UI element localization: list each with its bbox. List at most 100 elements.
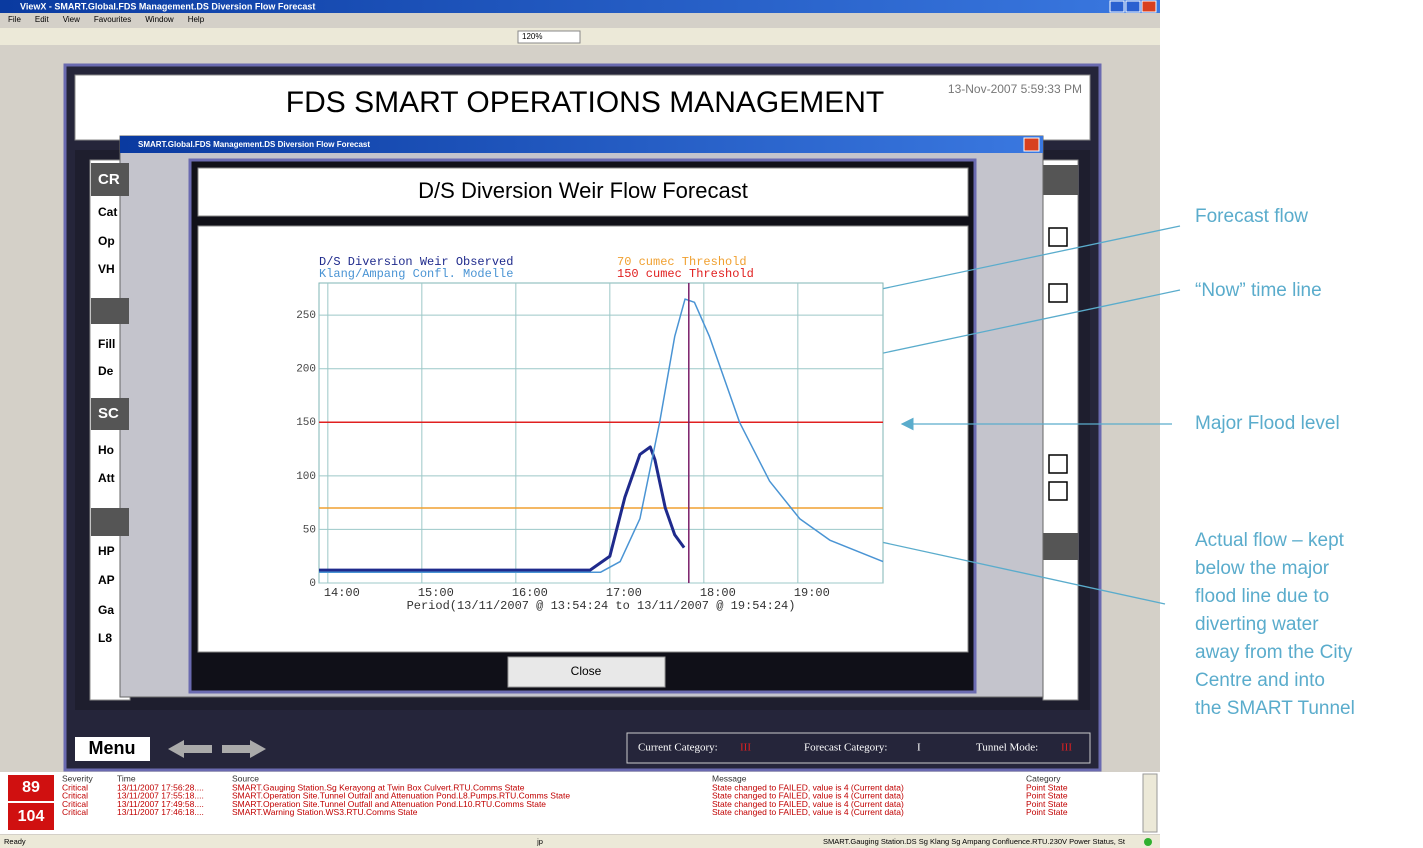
header-datetime: 13-Nov-2007 5:59:33 PM	[948, 82, 1082, 96]
header-box	[74, 74, 1091, 141]
close-button[interactable]	[507, 656, 666, 688]
alarm-header: Severity	[62, 773, 93, 783]
panel-label: Op	[98, 234, 115, 248]
link-icons	[1048, 227, 1068, 501]
alarm-count-box	[8, 775, 54, 801]
close-window-button[interactable]	[1141, 0, 1157, 13]
status-bar	[0, 835, 1160, 848]
scrollbar[interactable]	[1142, 773, 1158, 833]
menu-button[interactable]	[75, 737, 150, 761]
back-arrow[interactable]	[168, 740, 212, 758]
alarm-cell: SMART.Operation Site.Tunnel Outfall and …	[232, 791, 570, 801]
alarm-cell: 13/11/2007 17:46:18....	[117, 807, 204, 817]
status-text: SMART.Gauging Station.DS Sg Klang Sg Amp…	[823, 837, 1126, 846]
menu-item[interactable]: View	[63, 15, 80, 24]
menu-item[interactable]: File	[8, 15, 21, 24]
alarm-cell: State changed to FAILED, value is 4 (Cur…	[712, 799, 904, 809]
x-tick-label: 15:00	[418, 586, 454, 600]
alarm-cell: Point State	[1026, 807, 1068, 817]
zoom-value: 120%	[522, 32, 542, 41]
alarm-header: Message	[712, 773, 747, 783]
alarm-cell: State changed to FAILED, value is 4 (Cur…	[712, 807, 904, 817]
alarm-list	[0, 772, 1160, 834]
alarm-cell: State changed to FAILED, value is 4 (Cur…	[712, 782, 904, 792]
x-axis-label: Period(13/11/2007 @ 13:54:24 to 13/11/20…	[407, 599, 796, 613]
annotation-text: Major Flood level	[1195, 413, 1340, 434]
dialog-title-bar	[120, 136, 1043, 153]
y-tick-label: 250	[296, 310, 316, 322]
link-icon[interactable]	[1048, 454, 1068, 474]
panel-label: HP	[98, 544, 115, 558]
panel-label: De	[98, 364, 114, 378]
alarm-count-box	[8, 803, 54, 830]
alarm-cell: Critical	[62, 807, 88, 817]
dialog-close-x[interactable]	[1023, 137, 1040, 152]
link-icon[interactable]	[1048, 227, 1068, 247]
forecast-category: I	[917, 742, 921, 754]
annotation-text: Centre and into	[1195, 670, 1325, 691]
status-text: Ready	[4, 837, 26, 846]
series-line	[319, 298, 884, 574]
tunnel-mode-label: Tunnel Mode:	[976, 742, 1038, 754]
status-text: jp	[536, 837, 543, 846]
right-panel-header	[1043, 533, 1078, 560]
title-bar	[0, 0, 1160, 13]
menu-item[interactable]: Window	[145, 15, 174, 24]
alarm-cell: SMART.Operation Site.Tunnel Outfall and …	[232, 799, 546, 809]
forward-arrow[interactable]	[222, 740, 266, 758]
annotation-text: Actual flow – kept	[1195, 530, 1345, 551]
link-icon[interactable]	[1048, 283, 1068, 303]
close-label: Close	[571, 664, 602, 678]
plot-area	[318, 282, 884, 584]
alarm-cell: 13/11/2007 17:49:58....	[117, 799, 204, 809]
chart-title-box	[197, 167, 969, 217]
alarm-count: 104	[18, 808, 45, 825]
alarm-cell: Point State	[1026, 782, 1068, 792]
link-icon[interactable]	[1048, 481, 1068, 501]
y-tick-label: 200	[296, 364, 316, 376]
current-category: III	[740, 742, 751, 754]
right-panel	[1042, 159, 1079, 701]
alarm-header: Time	[117, 773, 136, 783]
legend-label: D/S Diversion Weir Observed	[319, 255, 513, 269]
alarm-cell: Point State	[1026, 791, 1068, 801]
annotation-text: flood line due to	[1195, 586, 1329, 607]
zoom-box[interactable]	[517, 30, 581, 44]
annotation-text: away from the City	[1195, 642, 1353, 663]
menu-item[interactable]: Favourites	[94, 15, 131, 24]
minimize-button[interactable]	[1109, 0, 1125, 13]
legend-label: Klang/Ampang Confl. Modelle	[319, 267, 513, 281]
panel-header	[91, 508, 129, 536]
y-tick-label: 150	[296, 417, 316, 429]
panel-label: Ho	[98, 443, 114, 457]
right-panel-header	[1043, 165, 1078, 195]
header-title: FDS SMART OPERATIONS MANAGEMENT	[286, 86, 884, 119]
annotation-text: the SMART Tunnel	[1195, 698, 1355, 719]
series-line	[319, 445, 686, 572]
restore-button[interactable]	[1125, 0, 1141, 13]
menu-item[interactable]: Help	[188, 15, 205, 24]
alarm-header: Category	[1026, 773, 1061, 783]
panel-label: AP	[98, 573, 115, 587]
tunnel-mode: III	[1061, 742, 1072, 754]
alarm-header: Source	[232, 773, 259, 783]
panel-label: VH	[98, 262, 115, 276]
chart-title: D/S Diversion Weir Flow Forecast	[418, 178, 748, 203]
alarm-count: 89	[22, 779, 40, 796]
alarm-cell: State changed to FAILED, value is 4 (Cur…	[712, 791, 904, 801]
forecast-category-label: Forecast Category:	[804, 742, 887, 754]
annotation-text: Forecast flow	[1195, 206, 1308, 227]
x-tick-label: 16:00	[512, 586, 548, 600]
panel-label: L8	[98, 631, 112, 645]
current-category-label: Current Category:	[638, 742, 718, 754]
panel-header	[91, 163, 129, 196]
panel-label: Att	[98, 471, 115, 485]
alarm-cell: SMART.Warning Station.WS3.RTU.Comms Stat…	[232, 807, 418, 817]
panel-label: SC	[98, 405, 119, 422]
x-tick-label: 18:00	[700, 586, 736, 600]
menu-item[interactable]: Edit	[35, 15, 50, 24]
annotation-text: below the major	[1195, 558, 1330, 579]
annotation-text: diverting water	[1195, 614, 1319, 635]
alarm-cell: Point State	[1026, 799, 1068, 809]
